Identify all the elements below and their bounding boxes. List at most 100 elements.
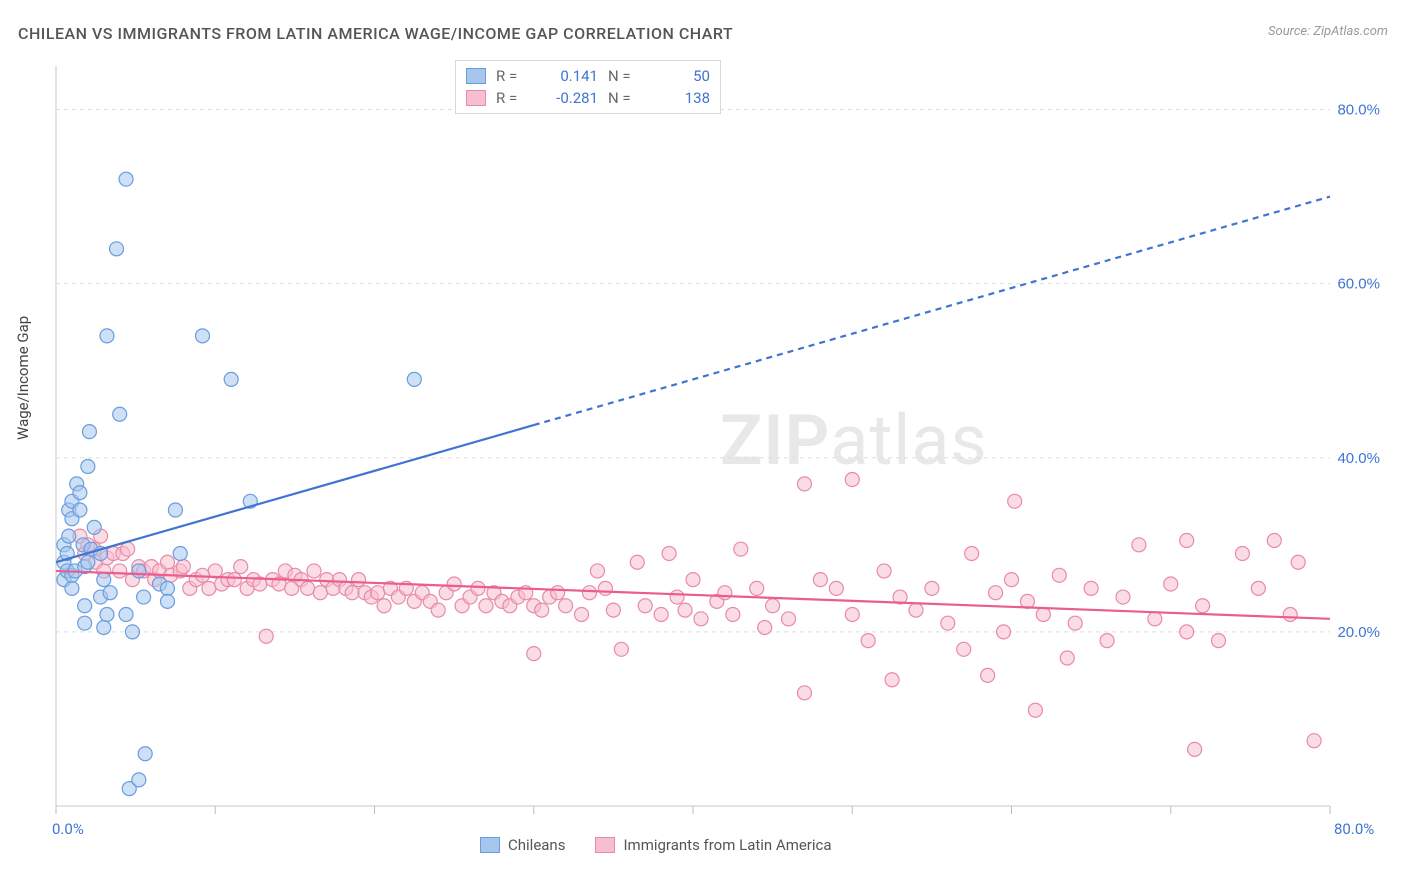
legend-row-chileans: R = 0.141 N = 50 [466, 65, 710, 87]
data-point [1132, 538, 1146, 552]
series-legend: Chileans Immigrants from Latin America [480, 836, 832, 854]
chart-title: CHILEAN VS IMMIGRANTS FROM LATIN AMERICA… [18, 24, 733, 43]
data-point [125, 625, 139, 639]
data-point [132, 564, 146, 578]
r-label: R = [496, 67, 528, 85]
trend-line-extrapolated [534, 197, 1330, 426]
data-point [1008, 494, 1022, 508]
data-point [766, 599, 780, 613]
data-point [941, 616, 955, 630]
data-point [1084, 581, 1098, 595]
data-point [87, 520, 101, 534]
r-value: -0.281 [538, 89, 598, 107]
swatch-icon [595, 837, 615, 853]
data-point [997, 625, 1011, 639]
data-point [750, 581, 764, 595]
legend-row-immigrants: R = -0.281 N = 138 [466, 87, 710, 109]
data-point [1100, 634, 1114, 648]
data-point [877, 564, 891, 578]
data-point [138, 747, 152, 761]
data-point [173, 547, 187, 561]
legend-item-immigrants: Immigrants from Latin America [595, 836, 831, 854]
n-label: N = [608, 89, 640, 107]
x-axis-origin-label: 0.0% [52, 820, 84, 838]
data-point [1028, 703, 1042, 717]
data-point [965, 547, 979, 561]
data-point [654, 607, 668, 621]
data-point [113, 564, 127, 578]
legend-item-chileans: Chileans [480, 836, 565, 854]
data-point [981, 668, 995, 682]
data-point [1196, 599, 1210, 613]
data-point [431, 603, 445, 617]
data-point [686, 573, 700, 587]
data-point [259, 629, 273, 643]
data-point [352, 573, 366, 587]
data-point [234, 560, 248, 574]
data-point [100, 329, 114, 343]
data-point [65, 581, 79, 595]
data-point [97, 573, 111, 587]
r-label: R = [496, 89, 528, 107]
swatch-icon [466, 68, 486, 84]
data-point [137, 590, 151, 604]
data-point [224, 372, 238, 386]
data-point [1267, 533, 1281, 547]
data-point [447, 577, 461, 591]
data-point [885, 673, 899, 687]
data-point [103, 586, 117, 600]
data-point [1052, 568, 1066, 582]
data-point [734, 542, 748, 556]
data-point [861, 634, 875, 648]
y-tick-label: 60.0% [1337, 276, 1380, 293]
data-point [1180, 625, 1194, 639]
data-point [1251, 581, 1265, 595]
data-point [989, 586, 1003, 600]
data-point [97, 621, 111, 635]
data-point [78, 599, 92, 613]
data-point [1036, 607, 1050, 621]
data-point [227, 573, 241, 587]
data-point [119, 172, 133, 186]
data-point [598, 581, 612, 595]
data-point [82, 425, 96, 439]
data-point [81, 459, 95, 473]
data-point [160, 581, 174, 595]
n-value: 138 [650, 89, 710, 107]
data-point [1235, 547, 1249, 561]
data-point [845, 473, 859, 487]
y-axis-label: Wage/Income Gap [14, 316, 32, 440]
scatter-plot: 20.0%40.0%60.0%80.0% [50, 58, 1390, 828]
data-point [726, 607, 740, 621]
data-point [575, 607, 589, 621]
data-point [758, 621, 772, 635]
data-point [1068, 616, 1082, 630]
data-point [614, 642, 628, 656]
data-point [797, 477, 811, 491]
data-point [1148, 612, 1162, 626]
data-point [132, 773, 146, 787]
data-point [590, 564, 604, 578]
y-tick-label: 80.0% [1337, 102, 1380, 119]
data-point [1116, 590, 1130, 604]
data-point [670, 590, 684, 604]
data-point [301, 581, 315, 595]
r-value: 0.141 [538, 67, 598, 85]
data-point [113, 407, 127, 421]
data-point [73, 503, 87, 517]
data-point [407, 372, 421, 386]
data-point [479, 599, 493, 613]
source-label: Source: ZipAtlas.com [1268, 24, 1388, 39]
data-point [313, 586, 327, 600]
data-point [1164, 577, 1178, 591]
data-point [1307, 734, 1321, 748]
correlation-legend: R = 0.141 N = 50 R = -0.281 N = 138 [455, 60, 721, 114]
data-point [1212, 634, 1226, 648]
y-tick-label: 40.0% [1337, 450, 1380, 467]
data-point [797, 686, 811, 700]
data-point [73, 486, 87, 500]
data-point [1060, 651, 1074, 665]
n-value: 50 [650, 67, 710, 85]
data-point [559, 599, 573, 613]
data-point [168, 503, 182, 517]
